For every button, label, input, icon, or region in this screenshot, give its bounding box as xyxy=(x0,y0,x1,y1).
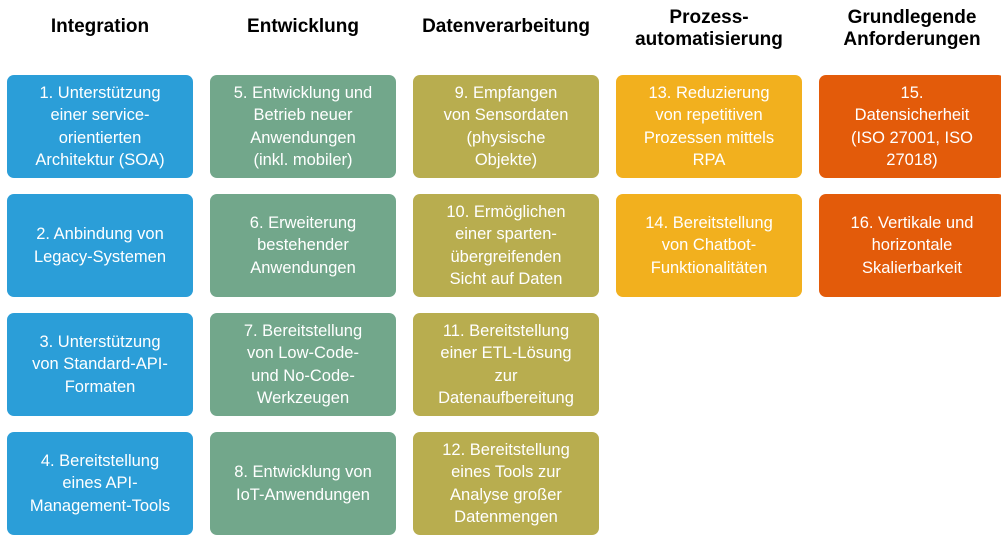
card-15: 15. Datensicherheit (ISO 27001, ISO 2701… xyxy=(819,75,1001,178)
card-16: 16. Vertikale und horizontale Skalierbar… xyxy=(819,194,1001,297)
card-3: 3. Unterstützung von Standard-API- Forma… xyxy=(7,313,193,416)
card-1: 1. Unterstützung einer service- orientie… xyxy=(7,75,193,178)
card-6: 6. Erweiterung bestehender Anwendungen xyxy=(210,194,396,297)
card-10: 10. Ermöglichen einer sparten- übergreif… xyxy=(413,194,599,297)
column-header-grundlegende-anforderungen: Grundlegende Anforderungen xyxy=(843,7,981,50)
card-11: 11. Bereitstellung einer ETL-Lösung zur … xyxy=(413,313,599,416)
column-header-integration: Integration xyxy=(50,16,150,37)
card-4: 4. Bereitstellung eines API- Management-… xyxy=(7,432,193,535)
card-12: 12. Bereitstellung eines Tools zur Analy… xyxy=(413,432,599,535)
card-13: 13. Reduzierung von repetitiven Prozesse… xyxy=(616,75,802,178)
card-9: 9. Empfangen von Sensordaten (physische … xyxy=(413,75,599,178)
column-header-prozessautomatisierung: Prozess- automatisierung xyxy=(635,7,783,50)
card-7: 7. Bereitstellung von Low-Code- und No-C… xyxy=(210,313,396,416)
column-header-entwicklung: Entwicklung xyxy=(247,16,359,37)
card-14: 14. Bereitstellung von Chatbot- Funktion… xyxy=(616,194,802,297)
card-8: 8. Entwicklung von IoT-Anwendungen xyxy=(210,432,396,535)
column-header-datenverarbeitung: Datenverarbeitung xyxy=(422,16,590,37)
card-5: 5. Entwicklung und Betrieb neuer Anwendu… xyxy=(210,75,396,178)
card-2: 2. Anbindung von Legacy-Systemen xyxy=(7,194,193,297)
